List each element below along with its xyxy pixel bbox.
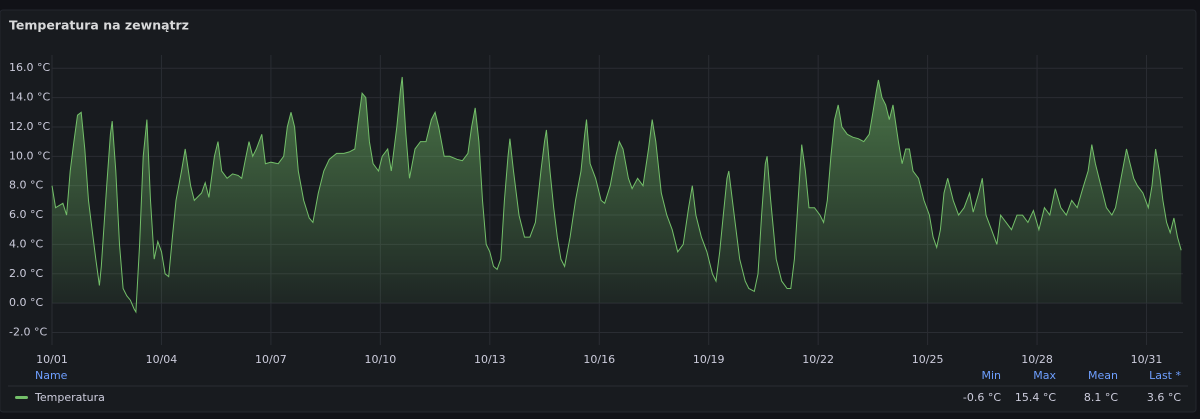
y-tick-label: 6.0 °C	[9, 208, 43, 221]
legend-header: Max	[1033, 369, 1056, 382]
y-tick-label: 4.0 °C	[9, 237, 43, 250]
legend-header: Name	[35, 369, 68, 382]
y-tick-label: 8.0 °C	[9, 179, 43, 192]
area	[52, 77, 1182, 312]
legend-swatch	[15, 396, 28, 399]
chart-title: Temperatura na zewnątrz	[9, 18, 189, 33]
x-tick-label: 10/04	[146, 353, 178, 366]
x-tick-label: 10/28	[1021, 353, 1053, 366]
y-tick-label: 16.0 °C	[9, 61, 50, 74]
legend-stat: 15.4 °C	[1015, 391, 1056, 404]
x-tick-label: 10/07	[255, 353, 287, 366]
y-tick-label: 14.0 °C	[9, 91, 50, 104]
y-tick-label: 2.0 °C	[9, 267, 43, 280]
x-tick-label: 10/01	[36, 353, 68, 366]
y-tick-label: 12.0 °C	[9, 120, 50, 133]
legend-header: Last *	[1149, 369, 1181, 382]
y-tick-label: 10.0 °C	[9, 149, 50, 162]
x-tick-label: 10/16	[583, 353, 615, 366]
legend-label: Temperatura	[34, 391, 105, 404]
legend-stat: 3.6 °C	[1147, 391, 1181, 404]
x-tick-label: 10/31	[1131, 353, 1163, 366]
legend-header: Min	[981, 369, 1001, 382]
x-tick-label: 10/10	[365, 353, 397, 366]
legend-header: Mean	[1088, 369, 1118, 382]
y-tick-label: -2.0 °C	[9, 326, 47, 339]
legend-stat: -0.6 °C	[963, 391, 1001, 404]
x-tick-label: 10/13	[474, 353, 506, 366]
x-tick-label: 10/19	[693, 353, 725, 366]
x-tick-label: 10/25	[912, 353, 944, 366]
legend-stat: 8.1 °C	[1084, 391, 1118, 404]
y-tick-label: 0.0 °C	[9, 296, 43, 309]
line	[51, 76, 1182, 314]
x-tick-label: 10/22	[802, 353, 834, 366]
